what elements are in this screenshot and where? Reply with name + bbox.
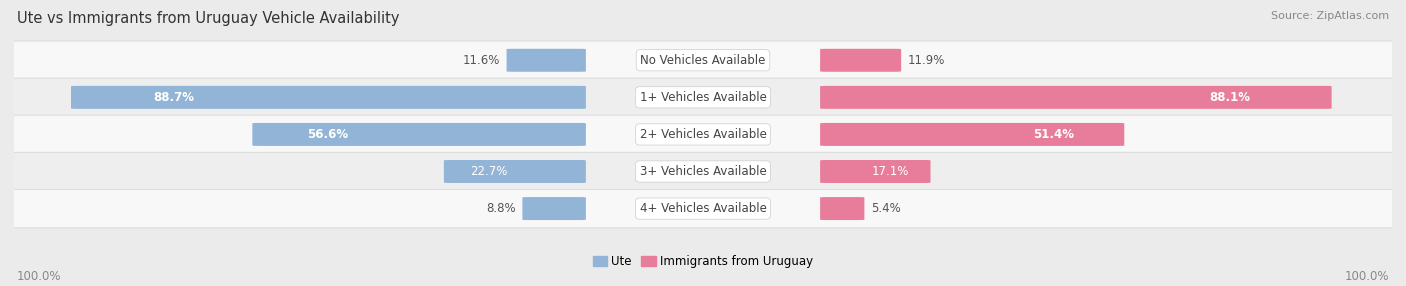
FancyBboxPatch shape <box>0 78 1406 117</box>
Text: 5.4%: 5.4% <box>872 202 901 215</box>
FancyBboxPatch shape <box>523 197 586 220</box>
FancyBboxPatch shape <box>820 86 1331 109</box>
Text: 8.8%: 8.8% <box>486 202 516 215</box>
Text: 56.6%: 56.6% <box>307 128 349 141</box>
Legend: Ute, Immigrants from Uruguay: Ute, Immigrants from Uruguay <box>588 250 818 273</box>
FancyBboxPatch shape <box>506 49 586 72</box>
Text: 100.0%: 100.0% <box>17 270 62 283</box>
FancyBboxPatch shape <box>820 160 931 183</box>
Text: 88.1%: 88.1% <box>1209 91 1250 104</box>
FancyBboxPatch shape <box>0 189 1406 228</box>
Text: 22.7%: 22.7% <box>470 165 508 178</box>
Text: 88.7%: 88.7% <box>153 91 194 104</box>
Text: 3+ Vehicles Available: 3+ Vehicles Available <box>640 165 766 178</box>
FancyBboxPatch shape <box>72 86 586 109</box>
FancyBboxPatch shape <box>0 115 1406 154</box>
FancyBboxPatch shape <box>820 49 901 72</box>
Text: 1+ Vehicles Available: 1+ Vehicles Available <box>640 91 766 104</box>
Text: Ute vs Immigrants from Uruguay Vehicle Availability: Ute vs Immigrants from Uruguay Vehicle A… <box>17 11 399 26</box>
Text: 2+ Vehicles Available: 2+ Vehicles Available <box>640 128 766 141</box>
FancyBboxPatch shape <box>252 123 586 146</box>
FancyBboxPatch shape <box>0 41 1406 80</box>
Text: 51.4%: 51.4% <box>1033 128 1074 141</box>
Text: Source: ZipAtlas.com: Source: ZipAtlas.com <box>1271 11 1389 21</box>
FancyBboxPatch shape <box>820 123 1125 146</box>
FancyBboxPatch shape <box>820 197 865 220</box>
FancyBboxPatch shape <box>444 160 586 183</box>
FancyBboxPatch shape <box>0 152 1406 191</box>
Text: 4+ Vehicles Available: 4+ Vehicles Available <box>640 202 766 215</box>
Text: 11.9%: 11.9% <box>908 54 945 67</box>
Text: 11.6%: 11.6% <box>463 54 499 67</box>
Text: No Vehicles Available: No Vehicles Available <box>640 54 766 67</box>
Text: 17.1%: 17.1% <box>872 165 910 178</box>
Text: 100.0%: 100.0% <box>1344 270 1389 283</box>
